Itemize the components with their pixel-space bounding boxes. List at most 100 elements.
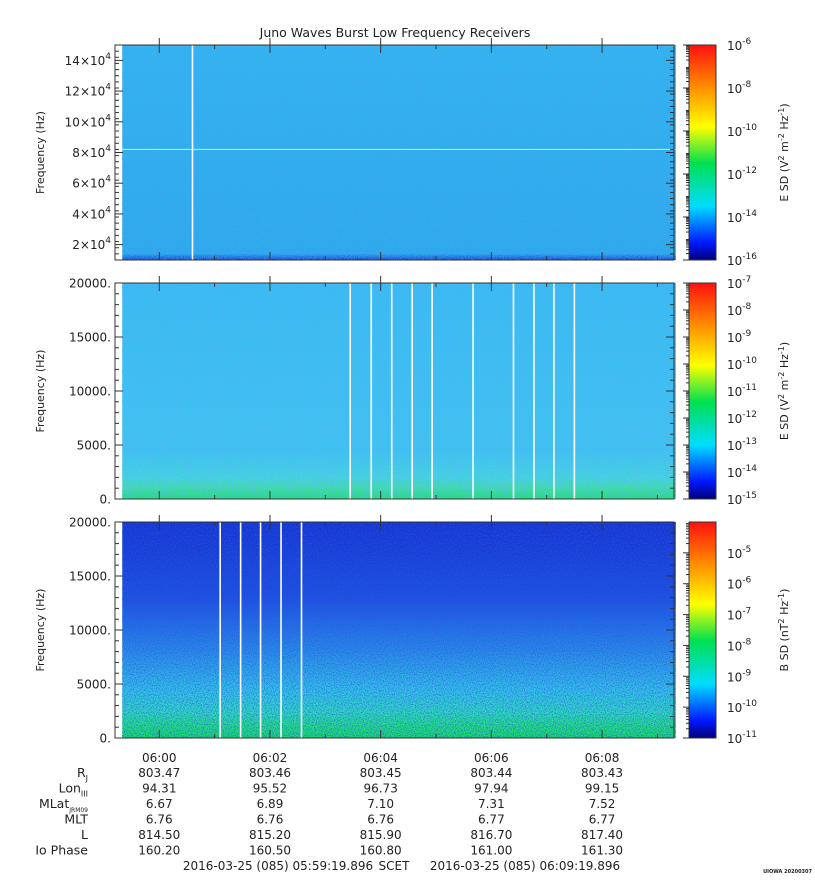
colorbar-label: E SD (V2 m-2 Hz-1) — [777, 103, 792, 201]
ephemeris-value: 94.31 — [142, 782, 176, 796]
y-axis-label: Frequency (Hz) — [34, 111, 47, 194]
colorbar-tick-label: 10-11 — [727, 730, 757, 746]
ephemeris-value: 7.31 — [478, 797, 505, 811]
y-tick-label: 2×104 — [72, 236, 111, 252]
colorbars: 10-6 10-8 10-10 10-12 10-14 10-16 E SD (V2 m-2… — [683, 37, 791, 746]
ephemeris-value: 816.70 — [470, 828, 512, 842]
colorbar-tick-label: 10-9 — [727, 329, 752, 345]
panel-2: 0. 5000. 10000. 15000. 20000. Frequency (Hz) — [34, 276, 676, 507]
x-tick-label: 06:06 — [474, 751, 509, 765]
ephemeris-value: 803.43 — [581, 766, 623, 780]
x-tick-label: 06:04 — [363, 751, 398, 765]
y-axis-label: Frequency (Hz) — [34, 589, 47, 672]
colorbar-tick-label: 10-5 — [727, 545, 751, 561]
x-tick-label: 06:00 — [142, 751, 177, 765]
ephemeris-row-label: MLT — [64, 812, 88, 827]
ephemeris-value: 160.80 — [360, 844, 402, 858]
ephemeris-value: 817.40 — [581, 828, 623, 842]
colorbar-tick-label: 10-13 — [727, 437, 757, 453]
footer-scet: SCET — [379, 859, 411, 873]
colorbar-tick-label: 10-11 — [727, 383, 757, 399]
ephemeris-value: 803.45 — [360, 766, 402, 780]
ephemeris-value: 160.50 — [249, 844, 291, 858]
y-tick-label: 0. — [100, 493, 111, 507]
ephemeris-value: 6.76 — [367, 813, 394, 827]
y-tick-label: 10×104 — [65, 113, 112, 129]
colorbar-tick-label: 10-7 — [727, 275, 751, 291]
colorbar-tick-label: 10-7 — [727, 607, 751, 623]
colorbar-tick-label: 10-9 — [727, 668, 752, 684]
y-axis-label: Frequency (Hz) — [34, 350, 47, 433]
colorbar-3: 10-5 10-6 10-7 10-8 10-9 10-10 10-11 B SD (nT2 … — [683, 521, 792, 746]
ephemeris-value: 815.90 — [360, 828, 402, 842]
y-tick-label: 14×104 — [65, 52, 112, 68]
colorbar-2: 10-7 10-8 10-9 10-10 10-11 10-12 10-13 10-14 10-… — [683, 275, 791, 507]
ephemeris-value: 161.00 — [470, 844, 512, 858]
footer-stamp: UIOWA 20200307 — [763, 869, 812, 875]
colorbar-tick-label: 10-8 — [727, 80, 752, 96]
ephemeris-row-label: L — [81, 827, 88, 842]
colorbar-gradient — [688, 282, 717, 500]
colorbar-tick-label: 10-8 — [727, 637, 752, 653]
y-tick-label: 20000. — [69, 516, 111, 530]
spectrogram-texture — [122, 283, 676, 499]
y-tick-label: 10000. — [69, 624, 111, 638]
y-tick-label: 6×104 — [72, 175, 111, 191]
colorbar-tick-label: 10-6 — [727, 37, 752, 53]
ephemeris-row-label: MLatJRM09 — [39, 796, 88, 814]
ephemeris-value: 99.15 — [585, 782, 619, 796]
ephemeris-value: 6.77 — [478, 813, 505, 827]
y-tick-label: 4×104 — [72, 205, 111, 221]
colorbar-tick-label: 10-6 — [727, 576, 752, 592]
ephemeris-value: 6.76 — [146, 813, 173, 827]
ephemeris-value: 815.20 — [249, 828, 291, 842]
ephemeris-value: 6.77 — [589, 813, 616, 827]
time-axis: 06:00 06:02 06:04 06:06 06:08 — [142, 751, 619, 765]
ephemeris-value: 803.44 — [470, 766, 512, 780]
figure-title: Juno Waves Burst Low Frequency Receivers — [259, 25, 531, 40]
footer-start-time: 2016-03-25 (085) 05:59:19.896 — [183, 859, 373, 873]
y-tick-label: 12×104 — [65, 83, 112, 99]
y-tick-label: 20000. — [69, 277, 111, 291]
colorbar-tick-label: 10-14 — [727, 464, 757, 480]
ephemeris-value: 96.73 — [363, 782, 397, 796]
colorbar-tick-label: 10-14 — [727, 209, 757, 225]
colorbar-label: E SD (V2 m-2 Hz-1) — [777, 342, 792, 440]
colorbar-tick-label: 10-10 — [727, 123, 757, 139]
ephemeris-value: 6.67 — [146, 797, 173, 811]
colorbar-tick-label: 10-16 — [727, 252, 757, 268]
spectrogram-panels: 2×104 4×104 6×104 8×104 10×104 12×104 14×104 Fr… — [34, 38, 676, 746]
ephemeris-value: 814.50 — [138, 828, 180, 842]
ephemeris-value: 97.94 — [474, 782, 508, 796]
ephemeris-table: RJ 803.47 803.46 803.45 803.44 803.43 LonIII 94… — [35, 765, 623, 858]
x-tick-label: 06:02 — [253, 751, 288, 765]
y-tick-label: 15000. — [69, 570, 111, 584]
ephemeris-value: 161.30 — [581, 844, 623, 858]
ephemeris-row-label: Io Phase — [35, 843, 88, 858]
colorbar-tick-label: 10-8 — [727, 302, 752, 318]
ephemeris-value: 160.20 — [138, 844, 180, 858]
footer-end-time: 2016-03-25 (085) 06:09:19.896 — [430, 859, 620, 873]
ephemeris-value: 7.10 — [367, 797, 394, 811]
colorbar-tick-label: 10-12 — [727, 166, 757, 182]
colorbar-tick-label: 10-12 — [727, 410, 757, 426]
spectrogram-texture — [122, 522, 676, 738]
y-tick-label: 5000. — [77, 439, 111, 453]
ephemeris-value: 6.76 — [257, 813, 284, 827]
ephemeris-value: 803.47 — [138, 766, 180, 780]
panel-1: 2×104 4×104 6×104 8×104 10×104 12×104 14×104 Fr… — [34, 38, 676, 261]
y-tick-label: 5000. — [77, 678, 111, 692]
spectrogram-texture — [122, 45, 676, 260]
colorbar-gradient — [688, 44, 717, 261]
y-tick-label: 10000. — [69, 385, 111, 399]
ephemeris-row-label: LonIII — [59, 781, 88, 799]
colorbar-gradient — [688, 521, 717, 739]
y-tick-label: 15000. — [69, 331, 111, 345]
y-tick-label: 8×104 — [72, 144, 111, 160]
ephemeris-row-label: RJ — [77, 765, 88, 783]
colorbar-label: B SD (nT2 Hz-1) — [777, 589, 792, 672]
colorbar-tick-label: 10-10 — [727, 356, 757, 372]
ephemeris-value: 95.52 — [253, 782, 287, 796]
colorbar-tick-label: 10-10 — [727, 699, 757, 715]
